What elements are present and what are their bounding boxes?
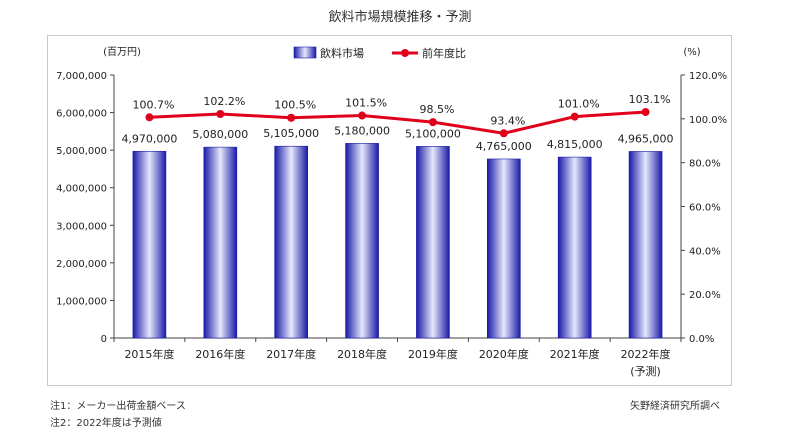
x-tick-label: 2017年度 bbox=[266, 347, 316, 361]
line-value-label: 100.7% bbox=[132, 98, 174, 111]
y-left-tick-label: 6,000,000 bbox=[56, 109, 107, 120]
line-value-label: 101.0% bbox=[558, 98, 600, 111]
bar bbox=[487, 158, 521, 339]
bar bbox=[628, 151, 663, 339]
bar-value-label: 4,970,000 bbox=[121, 132, 177, 145]
legend-bar-label: 飲料市場 bbox=[320, 46, 364, 60]
x-tick-label: 2021年度 bbox=[550, 347, 600, 361]
y-right-tick-label: 80.0% bbox=[689, 159, 721, 170]
y-left-tick-label: 0 bbox=[101, 334, 107, 345]
line-value-label: 98.5% bbox=[419, 103, 454, 116]
line-value-label: 101.5% bbox=[345, 97, 387, 110]
bar-value-label: 5,180,000 bbox=[334, 124, 390, 137]
line-point bbox=[287, 113, 296, 122]
bar-value-label: 5,100,000 bbox=[405, 127, 461, 140]
y-right-tick-label: 100.0% bbox=[689, 115, 727, 126]
line-point bbox=[145, 113, 154, 122]
line-point bbox=[499, 129, 508, 138]
x-tick-label: 2018年度 bbox=[337, 347, 387, 361]
line-point bbox=[358, 111, 367, 120]
y-right-tick-label: 120.0% bbox=[689, 71, 727, 82]
line-point bbox=[570, 112, 579, 121]
y-left-tick-label: 2,000,000 bbox=[56, 259, 107, 270]
bar bbox=[203, 146, 238, 339]
x-tick-label: 2016年度 bbox=[195, 347, 245, 361]
y-left-unit: (百万円) bbox=[103, 46, 141, 58]
bar bbox=[274, 145, 308, 339]
legend-line-marker bbox=[401, 49, 409, 57]
y-left-tick-label: 1,000,000 bbox=[56, 296, 107, 307]
y-right-tick-label: 40.0% bbox=[689, 246, 721, 257]
line-point bbox=[641, 108, 650, 117]
bar-value-label: 4,965,000 bbox=[618, 132, 674, 145]
line-value-label: 103.1% bbox=[629, 93, 671, 106]
line-value-label: 100.5% bbox=[274, 99, 316, 112]
y-right-tick-label: 60.0% bbox=[689, 203, 721, 214]
source-credit: 矢野経済研究所調べ bbox=[630, 401, 720, 412]
y-left-tick-label: 5,000,000 bbox=[56, 146, 107, 157]
y-right-tick-label: 0.0% bbox=[689, 334, 714, 345]
x-tick-label: 2022年度 bbox=[621, 347, 671, 361]
bar bbox=[132, 150, 167, 339]
bar-value-label: 5,105,000 bbox=[263, 127, 319, 140]
note-2: 注2：2022年度は予測値 bbox=[50, 418, 162, 429]
bar-value-label: 4,815,000 bbox=[547, 138, 603, 151]
line-point bbox=[216, 110, 225, 119]
y-right-unit: (%) bbox=[683, 47, 700, 58]
bar bbox=[345, 143, 379, 339]
y-left-tick-label: 4,000,000 bbox=[56, 184, 107, 195]
line-value-label: 102.2% bbox=[203, 95, 245, 108]
legend-line-label: 前年度比 bbox=[422, 46, 466, 60]
bar bbox=[416, 146, 450, 339]
x-tick-sublabel: (予測) bbox=[630, 364, 661, 378]
x-tick-label: 2015年度 bbox=[124, 347, 174, 361]
y-left-tick-label: 7,000,000 bbox=[56, 71, 107, 82]
line-value-label: 93.4% bbox=[490, 114, 525, 127]
x-tick-label: 2019年度 bbox=[408, 347, 458, 361]
legend-bar-swatch bbox=[293, 46, 317, 59]
y-right-tick-label: 20.0% bbox=[689, 290, 721, 301]
chart-frame bbox=[47, 35, 732, 386]
bar-value-label: 4,765,000 bbox=[476, 140, 532, 153]
x-tick-label: 2020年度 bbox=[479, 347, 529, 361]
note-1: 注1：メーカー出荷金額ベース bbox=[50, 401, 186, 412]
chart-title: 飲料市場規模推移・予測 bbox=[328, 10, 472, 25]
line-point bbox=[428, 118, 437, 127]
bar-value-label: 5,080,000 bbox=[192, 128, 248, 141]
y-left-tick-label: 3,000,000 bbox=[56, 221, 107, 232]
line-series-yoy bbox=[149, 110, 646, 135]
bar bbox=[557, 156, 592, 339]
